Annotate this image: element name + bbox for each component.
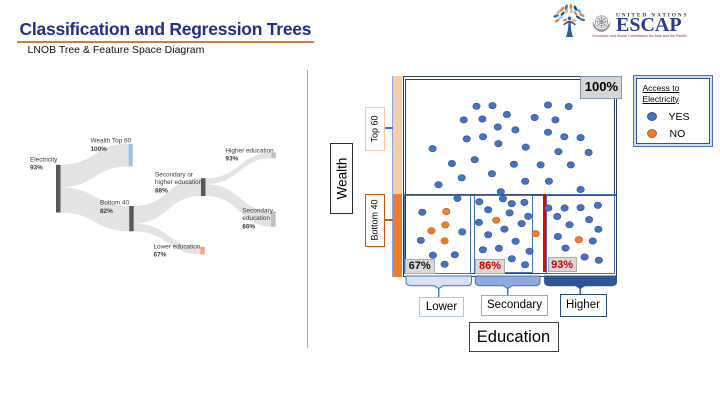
svg-text:93%: 93%: [225, 156, 238, 163]
svg-text:Electricity: Electricity: [30, 157, 58, 164]
svg-text:Secondary or: Secondary or: [155, 172, 194, 179]
svg-text:Secondary: Secondary: [242, 208, 273, 215]
svg-text:ESCAP: ESCAP: [616, 14, 682, 36]
svg-text:86%: 86%: [242, 224, 255, 231]
svg-text:82%: 82%: [100, 208, 113, 215]
svg-text:UNITED NATIONS: UNITED NATIONS: [616, 13, 688, 19]
svg-text:100%: 100%: [91, 146, 108, 153]
svg-text:Wealth Top 60: Wealth Top 60: [91, 138, 132, 145]
svg-text:Economic and Social Commission: Economic and Social Commission for Asia …: [593, 34, 687, 38]
svg-text:93%: 93%: [30, 165, 43, 172]
svg-text:Higher education: Higher education: [225, 148, 274, 155]
svg-text:88%: 88%: [155, 188, 168, 195]
svg-text:67%: 67%: [154, 252, 167, 259]
svg-text:Bottom 40: Bottom 40: [100, 200, 130, 207]
svg-text:education: education: [242, 215, 270, 222]
svg-text:Lower education: Lower education: [154, 244, 201, 251]
svg-text:higher education: higher education: [155, 179, 203, 186]
